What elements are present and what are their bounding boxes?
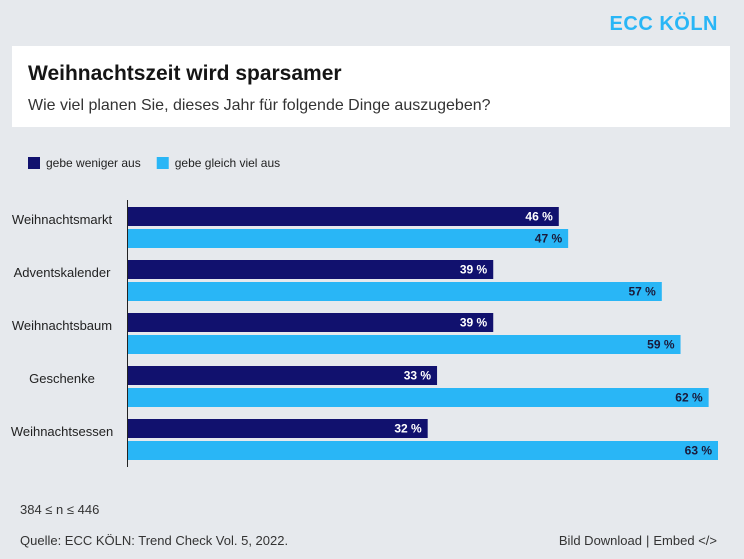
footer-link[interactable]: Embed </> <box>653 533 717 548</box>
category-label: Adventskalender <box>13 265 111 280</box>
value-label: 32 % <box>394 422 422 436</box>
separator: | <box>646 533 650 548</box>
category-label: Weihnachtsbaum <box>11 318 113 333</box>
category-label: Weihnachtsmarkt <box>11 212 113 227</box>
bar <box>128 282 662 301</box>
bar <box>128 419 428 438</box>
footer-links: Bild Download | Embed </> <box>559 533 717 548</box>
value-label: 39 % <box>460 316 488 330</box>
value-label: 62 % <box>675 391 703 405</box>
bar <box>128 229 569 248</box>
bar <box>128 313 494 332</box>
value-label: 57 % <box>628 285 656 299</box>
category-label: Geschenke <box>29 371 95 386</box>
logo: ECC KÖLN <box>609 13 718 35</box>
legend-swatch <box>28 157 40 169</box>
bar <box>128 388 709 407</box>
value-label: 46 % <box>525 210 553 224</box>
value-label: 47 % <box>535 232 563 246</box>
value-label: 39 % <box>460 263 488 277</box>
bar <box>128 207 559 226</box>
legend-label: gebe weniger aus <box>46 156 141 170</box>
category-label: Weihnachtsessen <box>10 424 114 439</box>
value-label: 63 % <box>685 444 713 458</box>
legend-label: gebe gleich viel aus <box>174 156 281 170</box>
value-label: 33 % <box>404 369 432 383</box>
sample-note: 384 ≤ n ≤ 446 <box>20 502 100 517</box>
source: Quelle: ECC KÖLN: Trend Check Vol. 5, 20… <box>20 533 289 548</box>
title-box <box>12 46 730 127</box>
bar <box>128 335 681 354</box>
chart-title: Weihnachtszeit wird sparsamer <box>28 62 342 85</box>
bar <box>128 260 494 279</box>
value-label: 59 % <box>647 338 675 352</box>
bar <box>128 366 438 385</box>
legend-swatch <box>156 157 169 169</box>
chart-subtitle: Wie viel planen Sie, dieses Jahr für fol… <box>28 97 491 114</box>
bar <box>128 441 718 460</box>
footer-link[interactable]: Bild Download <box>558 533 642 548</box>
